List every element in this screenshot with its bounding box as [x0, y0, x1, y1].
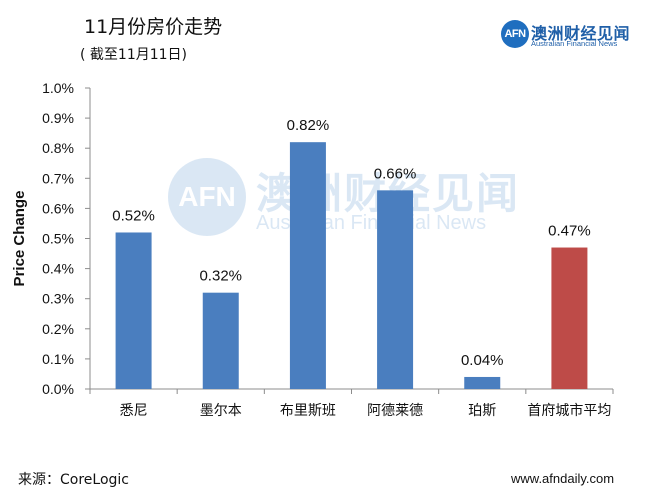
- brand-name-en: Australian Financial News: [531, 39, 618, 48]
- y-tick-label: 0.5%: [42, 231, 74, 247]
- data-label: 0.66%: [374, 165, 417, 182]
- x-tick-label: 首府城市平均: [527, 402, 611, 419]
- data-label: 0.52%: [112, 207, 155, 224]
- y-tick-label: 0.7%: [42, 170, 74, 186]
- y-tick-label: 0.0%: [42, 381, 74, 397]
- bar-5: [464, 376, 501, 389]
- y-axis-title: Price Change: [11, 191, 28, 287]
- website-url: www.afndaily.com: [511, 471, 615, 486]
- y-tick-label: 0.1%: [42, 351, 74, 367]
- y-tick-label: 0.3%: [42, 291, 74, 307]
- y-tick-label: 1.0%: [42, 80, 74, 96]
- bar-1: [115, 232, 152, 389]
- data-label: 0.04%: [461, 352, 504, 369]
- source-note: 来源：CoreLogic: [18, 472, 129, 488]
- y-tick-label: 0.8%: [42, 140, 74, 156]
- y-tick-label: 0.9%: [42, 110, 74, 126]
- afn-logo-icon: AFN: [501, 20, 529, 48]
- bar-2: [202, 292, 239, 389]
- y-tick-label: 0.6%: [42, 200, 74, 216]
- data-label: 0.47%: [548, 223, 591, 240]
- y-tick-label: 0.4%: [42, 261, 74, 277]
- bar-4: [377, 190, 414, 389]
- chart-title: 11月份房价走势: [84, 16, 223, 38]
- x-tick-label: 墨尔本: [200, 403, 242, 419]
- data-label: 0.32%: [199, 268, 242, 285]
- brand-name-cn: 澳洲财经见闻: [531, 24, 631, 43]
- brand-logo: AFN 澳洲财经见闻 Australian Financial News: [501, 20, 637, 50]
- x-tick-label: 布里斯班: [280, 403, 336, 419]
- x-tick-label: 珀斯: [468, 403, 496, 419]
- x-tick-label: 悉尼: [120, 403, 148, 419]
- bar-6: [551, 247, 588, 389]
- bar-3: [289, 142, 326, 389]
- x-tick-label: 阿德莱德: [367, 403, 423, 419]
- data-label: 0.82%: [287, 117, 330, 134]
- chart-subtitle: ( 截至11月11日): [80, 47, 188, 63]
- y-tick-label: 0.2%: [42, 321, 74, 337]
